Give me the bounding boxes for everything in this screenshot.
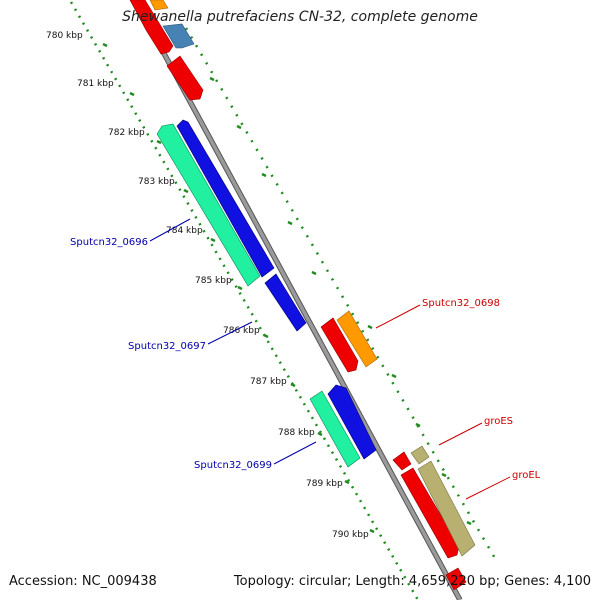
leader-0699: [273, 441, 317, 465]
cds-olive-groES[interactable]: [410, 445, 430, 465]
genome-summary: Topology: circular; Length: 4,659,220 bp…: [233, 574, 591, 589]
cds-red-781[interactable]: [166, 55, 204, 101]
tick-label-781: 781 kbp: [77, 79, 114, 89]
accession-label: Accession: NC_009438: [9, 574, 157, 589]
map-title: Shewanella putrefaciens CN-32, complete …: [122, 9, 478, 25]
feature-label-sputcn32-0699[interactable]: Sputcn32_0699: [194, 460, 272, 471]
feature-label-sputcn32-0696[interactable]: Sputcn32_0696: [70, 237, 148, 248]
inner-tick-marks: [102, 42, 375, 534]
tick-label-784: 784 kbp: [166, 226, 203, 236]
leader-groES: [438, 422, 483, 446]
tick-label-787: 787 kbp: [250, 377, 287, 387]
cds-olive-groEL[interactable]: [417, 460, 476, 557]
cds-green-0696[interactable]: [156, 123, 261, 287]
cds-blue-0699[interactable]: [327, 384, 377, 460]
tick-label-780: 780 kbp: [46, 31, 83, 41]
cds-orange-780[interactable]: [149, 0, 169, 11]
outer-tick-marks: [209, 76, 472, 526]
leader-0698: [375, 304, 421, 329]
feature-label-sputcn32-0698[interactable]: Sputcn32_0698: [422, 298, 500, 309]
tick-label-789: 789 kbp: [306, 479, 343, 489]
cds-green-0699[interactable]: [309, 390, 361, 468]
leader-groEL: [465, 476, 511, 500]
cds-red-groES[interactable]: [392, 451, 412, 471]
tick-label-786: 786 kbp: [223, 326, 260, 336]
tick-label-788: 788 kbp: [278, 428, 315, 438]
cds-steel-780[interactable]: [162, 23, 195, 49]
tick-label-785: 785 kbp: [195, 276, 232, 286]
tick-label-790: 790 kbp: [332, 530, 369, 540]
cds-blue-0697a[interactable]: [176, 119, 275, 278]
tick-label-782: 782 kbp: [108, 128, 145, 138]
cds-orange-0698[interactable]: [336, 310, 378, 368]
cds-red-791[interactable]: [445, 567, 467, 591]
cds-red-0698[interactable]: [320, 317, 359, 373]
cds-blue-0697b[interactable]: [264, 273, 307, 332]
feature-label-groEL[interactable]: groEL: [512, 470, 541, 481]
leader-0696: [149, 218, 191, 242]
leader-0697: [207, 321, 253, 345]
feature-label-sputcn32-0697[interactable]: Sputcn32_0697: [128, 341, 206, 352]
feature-label-groES[interactable]: groES: [484, 416, 513, 427]
cds-red-groEL[interactable]: [400, 467, 460, 559]
cds-red-780a[interactable]: [129, 0, 174, 55]
inner-dotted-ring: [69, 1, 420, 600]
tick-label-783: 783 kbp: [138, 177, 175, 187]
